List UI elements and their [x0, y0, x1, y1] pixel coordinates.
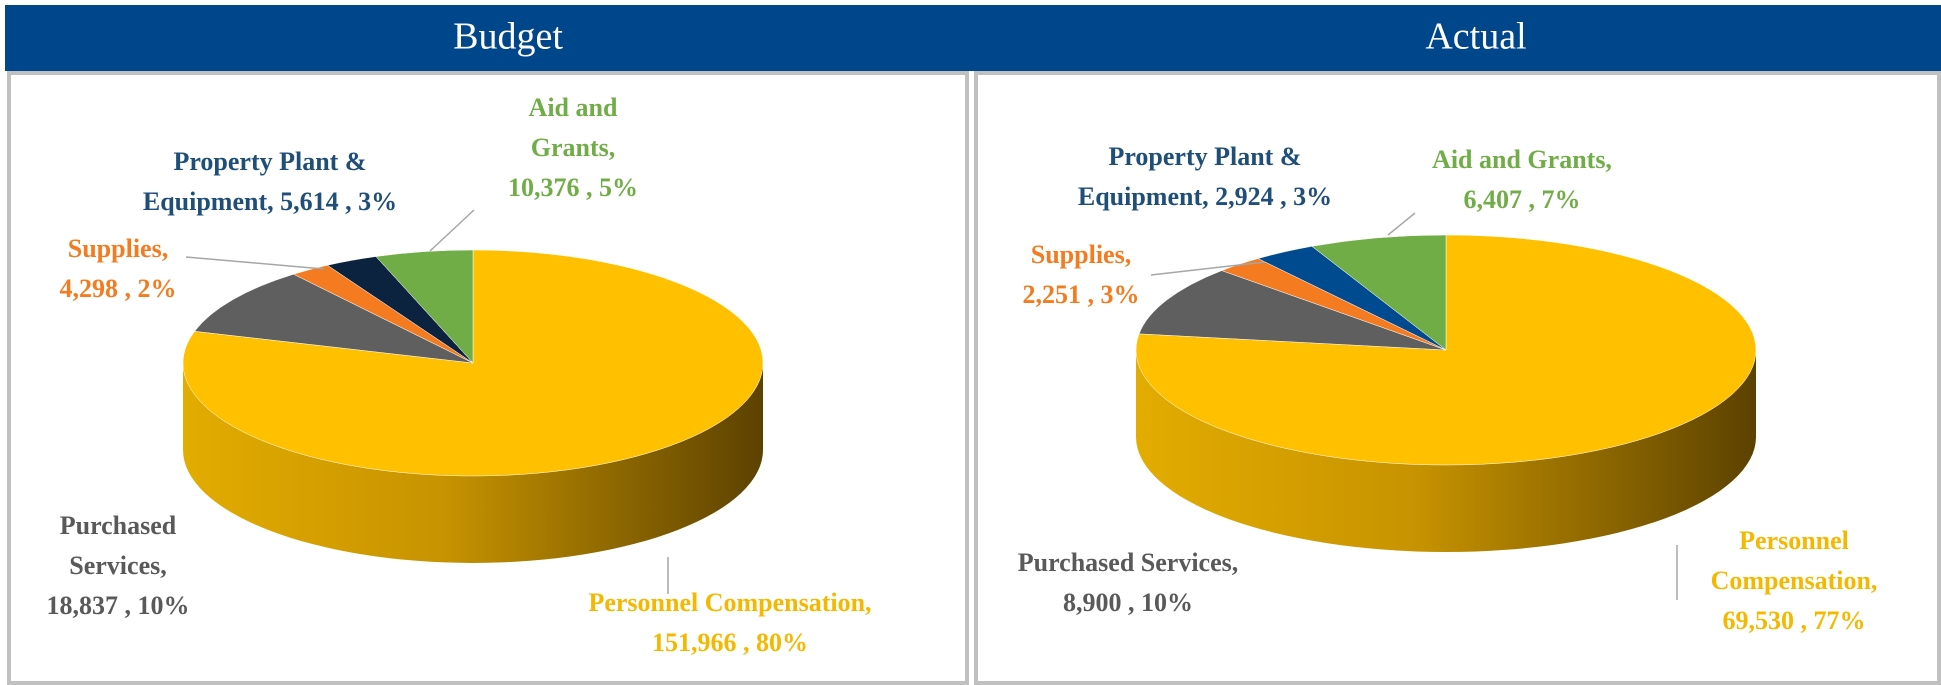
pie-slice [375, 249, 474, 364]
percent-label: 2% [137, 274, 177, 303]
chart-title: Budget [453, 16, 563, 58]
value-group: 6,407 , 7% [1432, 180, 1612, 220]
data-label: Personnel Compensation, 69,530 , 77% [1694, 521, 1894, 641]
data-label: Aid and Grants, 10,376 , 5% [488, 88, 658, 208]
percent-label: 10% [1141, 588, 1193, 617]
data-label: Purchased Services, 8,900 , 10% [1018, 543, 1239, 623]
leader-line [185, 256, 325, 270]
value-group: 69,530 , 77% [1694, 601, 1894, 641]
category-label: Purchased Services, [1017, 548, 1239, 577]
value-label: 10,376 , [508, 173, 593, 202]
category-label: Personnel Compensation, [1710, 526, 1878, 595]
data-label: Property Plant & Equipment, 5,614 , 3% [105, 142, 435, 222]
percent-label: 80% [756, 628, 808, 657]
pie-slice [1311, 234, 1447, 351]
pie-side [183, 363, 763, 563]
value-label: 151,966 , [652, 628, 750, 657]
value-group: 18,837 , 10% [33, 586, 203, 626]
pie-slice [1138, 270, 1447, 351]
category-label: Aid and Grants, [1432, 145, 1612, 174]
value-group: 10,376 , 5% [488, 168, 658, 208]
leader-line [1387, 212, 1416, 236]
category-label: Supplies, [1030, 240, 1132, 269]
percent-label: 5% [599, 173, 638, 202]
value-label: 18,837 , [46, 591, 132, 620]
percent-label: 3% [358, 187, 398, 216]
category-label: Personnel Compensation, [588, 588, 872, 617]
data-label: Supplies, 4,298 , 2% [60, 229, 177, 309]
value-label: 6,407 , [1463, 185, 1535, 214]
data-label: Property Plant & Equipment, 2,924 , 3% [1040, 137, 1370, 217]
data-label: Aid and Grants, 6,407 , 7% [1432, 140, 1612, 220]
data-label: Personnel Compensation, 151,966 , 80% [588, 583, 871, 663]
value-group: 4,298 , 2% [60, 269, 177, 309]
value-group: 2,251 , 3% [1023, 275, 1140, 315]
chart-title: Actual [1425, 16, 1526, 58]
value-label: 4,298 , [59, 274, 132, 303]
data-label: Purchased Services, 18,837 , 10% [33, 506, 203, 626]
value-group: 151,966 , 80% [588, 623, 871, 663]
value-label: 69,530 , [1722, 606, 1808, 635]
value-label: 5,614 , [280, 187, 352, 216]
value-group: 8,900 , 10% [1018, 583, 1239, 623]
value-group: 5,614 , 3% [280, 187, 397, 216]
category-label: Property Plant & Equipment, [1077, 142, 1302, 211]
pie-slice [182, 249, 764, 477]
percent-label: 3% [1100, 280, 1140, 309]
value-label: 2,924 , [1215, 182, 1287, 211]
data-label: Supplies, 2,251 , 3% [1023, 235, 1140, 315]
percent-label: 10% [137, 591, 190, 620]
percent-label: 7% [1541, 185, 1581, 214]
header-bar [5, 5, 1941, 71]
pie-side [1136, 350, 1756, 552]
percent-label: 77% [1813, 606, 1866, 635]
leader-line [1150, 261, 1266, 276]
leader-line [429, 209, 475, 252]
category-label: Purchased Services, [59, 511, 177, 580]
category-label: Supplies, [67, 234, 169, 263]
category-label: Property Plant & Equipment, [142, 147, 367, 216]
value-label: 2,251 , [1022, 280, 1095, 309]
value-label: 8,900 , [1063, 588, 1135, 617]
pie-slice [194, 273, 474, 364]
percent-label: 3% [1293, 182, 1333, 211]
value-group: 2,924 , 3% [1215, 182, 1332, 211]
pie-slice [1135, 234, 1757, 466]
category-label: Aid and Grants, [528, 93, 618, 162]
